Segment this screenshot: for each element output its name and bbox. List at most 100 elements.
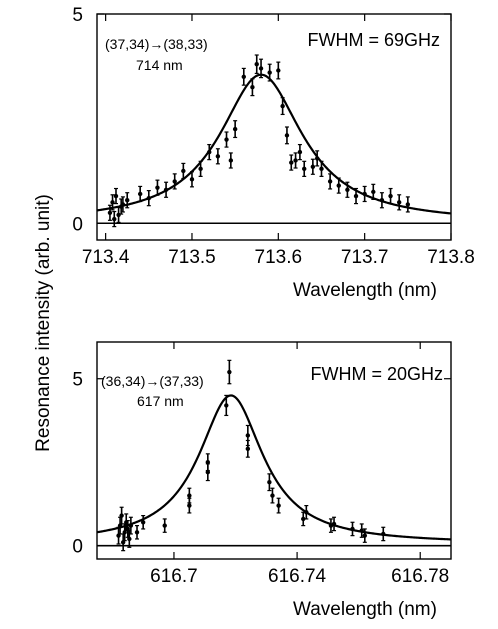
- point-marker: [187, 503, 192, 508]
- data-point: [258, 58, 264, 79]
- data-point: [276, 61, 281, 80]
- x-tick-label: 616.78: [391, 566, 449, 587]
- data-point: [289, 154, 294, 171]
- data-point: [301, 511, 306, 527]
- y-tick-label: 0: [72, 214, 83, 235]
- data-point: [293, 152, 298, 169]
- point-marker: [276, 503, 281, 508]
- fit-curve: [96, 73, 452, 215]
- data-point: [396, 194, 402, 211]
- point-marker: [297, 149, 303, 155]
- data-point: [388, 187, 393, 205]
- point-marker: [276, 68, 281, 73]
- data-point: [327, 173, 333, 190]
- data-point: [155, 179, 160, 196]
- data-point: [172, 173, 177, 190]
- point-marker: [155, 185, 160, 190]
- point-marker: [198, 166, 203, 172]
- point-marker: [284, 133, 290, 138]
- data-point: [163, 181, 169, 198]
- point-marker: [245, 433, 251, 438]
- point-marker: [189, 177, 195, 182]
- point-marker: [163, 187, 169, 192]
- point-marker: [250, 85, 255, 90]
- point-marker: [301, 516, 306, 522]
- point-marker: [112, 216, 117, 222]
- point-marker: [353, 193, 359, 199]
- point-marker: [120, 202, 126, 207]
- data-point: [353, 187, 359, 205]
- point-marker: [293, 158, 298, 163]
- point-marker: [146, 195, 152, 201]
- data-point: [228, 152, 234, 169]
- point-marker: [232, 126, 238, 132]
- data-point: [116, 206, 121, 224]
- point-marker: [181, 168, 186, 174]
- point-marker: [116, 212, 121, 218]
- data-point: [137, 185, 143, 203]
- point-marker: [379, 198, 385, 203]
- transition-label: (37,34)→(38,33): [105, 36, 208, 52]
- data-point: [371, 183, 376, 201]
- transition-label: (36,34)→(37,33): [101, 373, 204, 389]
- point-marker: [362, 191, 367, 197]
- data-point: [254, 54, 259, 75]
- data-point: [120, 196, 126, 213]
- data-point: [113, 187, 119, 205]
- y-tick-label: 0: [72, 537, 83, 558]
- point-marker: [327, 179, 333, 184]
- data-point: [207, 143, 212, 161]
- plot-frame: [96, 341, 452, 560]
- x-tick-label: 713.7: [341, 247, 389, 268]
- point-marker: [187, 493, 192, 498]
- data-point: [146, 190, 152, 207]
- point-marker: [396, 200, 402, 205]
- wavelength-label: 714 nm: [136, 57, 183, 73]
- point-marker: [362, 533, 368, 538]
- data-point: [215, 148, 221, 165]
- data-point: [280, 97, 285, 116]
- data-point: [250, 78, 255, 97]
- point-marker: [319, 166, 324, 172]
- data-point: [107, 204, 113, 221]
- data-point: [302, 160, 307, 177]
- data-point: [189, 171, 195, 188]
- data-point: [205, 463, 211, 482]
- point-marker: [207, 149, 212, 155]
- point-marker: [127, 536, 132, 542]
- data-point: [328, 518, 334, 533]
- data-point: [359, 523, 364, 538]
- point-marker: [350, 526, 355, 532]
- point-marker: [267, 70, 272, 75]
- point-marker: [140, 520, 146, 525]
- data-point: [120, 533, 126, 552]
- x-tick-label: 713.8: [427, 247, 475, 268]
- data-point: [310, 158, 316, 175]
- data-point: [379, 192, 385, 209]
- x-tick-label: 713.4: [82, 247, 130, 268]
- data-point: [128, 516, 134, 535]
- data-point: [232, 120, 238, 139]
- point-marker: [224, 137, 229, 142]
- point-marker: [107, 210, 113, 215]
- data-point: [276, 497, 281, 514]
- fwhm-label: FWHM = 69GHz: [307, 30, 440, 50]
- point-marker: [371, 189, 376, 195]
- x-tick-label: 713.5: [168, 247, 216, 268]
- x-tick-label: 713.6: [255, 247, 303, 268]
- plot-frame: [96, 13, 452, 241]
- fit-curve: [96, 394, 452, 541]
- panel-bottom: 616.7 616.74 616.78 0 5 Wavelength (nm) (36,34…: [72, 341, 452, 620]
- wavelength-label: 617 nm: [137, 393, 184, 409]
- point-marker: [258, 66, 264, 71]
- point-marker: [304, 510, 309, 515]
- point-marker: [162, 523, 167, 528]
- data-point: [187, 487, 192, 504]
- point-marker: [336, 183, 341, 188]
- data-point: [267, 63, 272, 82]
- data-point: [245, 439, 251, 458]
- data-point: [362, 528, 368, 543]
- point-marker: [137, 191, 143, 197]
- shared-y-axis-label: Resonance intensity (arb. unit): [33, 194, 54, 452]
- data-point: [110, 194, 115, 211]
